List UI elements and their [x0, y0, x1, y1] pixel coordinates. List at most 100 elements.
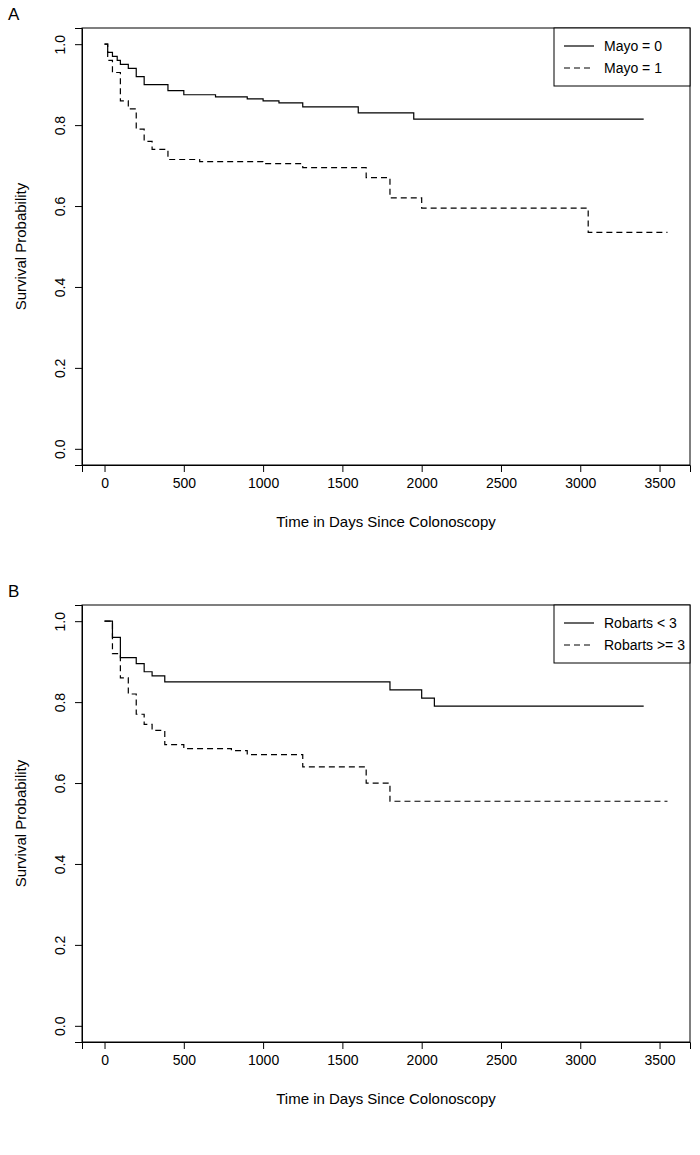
y-tick-label: 0.4 [52, 278, 68, 298]
x-tick-mark [501, 1042, 502, 1049]
x-axis-line [83, 466, 691, 473]
x-tick: 3500 [644, 465, 675, 491]
x-tick-label: 500 [173, 475, 197, 491]
y-tick-label: 1.0 [52, 612, 68, 632]
y-axis-line [75, 606, 83, 1043]
x-tick-mark [263, 465, 264, 472]
x-tick-label: 0 [101, 1052, 109, 1068]
x-tick-label: 3500 [644, 1052, 675, 1068]
x-tick-label: 2000 [407, 475, 438, 491]
y-tick-mark [75, 206, 82, 207]
y-tick: 0.2 [52, 935, 82, 955]
y-tick-mark [75, 702, 82, 703]
x-tick-label: 1500 [327, 475, 358, 491]
x-tick: 500 [173, 1042, 197, 1068]
x-tick-mark [580, 465, 581, 472]
x-tick-label: 2500 [486, 475, 517, 491]
y-tick-mark [75, 621, 82, 622]
x-tick-label: 2000 [407, 1052, 438, 1068]
legend-swatch [564, 67, 594, 68]
legend-swatch [564, 644, 594, 645]
y-tick-label: 0.0 [52, 439, 68, 459]
legend-label: Mayo = 1 [604, 60, 662, 76]
x-tick: 1500 [327, 1042, 358, 1068]
x-tick-mark [422, 1042, 423, 1049]
legend-swatch [564, 45, 594, 46]
y-tick-mark [75, 1026, 82, 1027]
y-tick-label: 0.6 [52, 774, 68, 794]
x-axis-title: Time in Days Since Colonoscopy [276, 1090, 496, 1107]
legend-label: Robarts >= 3 [604, 637, 685, 653]
x-tick: 0 [101, 1042, 109, 1068]
panel: B05001000150020002500300035000.00.20.40.… [8, 582, 691, 1107]
x-tick-mark [422, 465, 423, 472]
y-tick-label: 0.0 [52, 1016, 68, 1036]
x-tick-label: 3500 [644, 475, 675, 491]
x-tick: 1500 [327, 465, 358, 491]
x-tick-label: 0 [101, 475, 109, 491]
plot-frame [82, 605, 690, 1042]
y-axis-title: Survival Probability [12, 182, 29, 310]
legend-box [554, 28, 690, 86]
y-tick-label: 1.0 [52, 35, 68, 55]
x-tick: 2500 [486, 1042, 517, 1068]
y-tick-mark [75, 864, 82, 865]
x-tick-label: 1000 [248, 475, 279, 491]
y-tick-label: 0.8 [52, 116, 68, 136]
panel-label: A [8, 5, 20, 24]
x-tick-mark [105, 465, 106, 472]
x-tick-label: 500 [173, 1052, 197, 1068]
y-axis: 0.0 0.2 0.4 0.6 0.8 1.0 [52, 606, 83, 1043]
y-tick: 0.4 [52, 278, 82, 298]
legend-label: Mayo = 0 [604, 38, 662, 54]
y-tick: 0.6 [52, 774, 82, 794]
x-tick: 3500 [644, 1042, 675, 1068]
x-axis-line [83, 1043, 691, 1050]
x-tick: 2000 [407, 465, 438, 491]
x-tick: 3000 [565, 465, 596, 491]
x-tick-mark [184, 1042, 185, 1049]
y-tick-label: 0.2 [52, 358, 68, 378]
x-tick: 3000 [565, 1042, 596, 1068]
plot-frame [82, 28, 690, 465]
x-tick: 1000 [248, 465, 279, 491]
legend: Robarts < 3 Robarts >= 3 [554, 605, 690, 663]
x-axis: 0 500 1000 1500 2000 2500 3000 3500 [83, 465, 691, 491]
y-axis: 0.0 0.2 0.4 0.6 0.8 1.0 [52, 29, 83, 466]
legend-label: Robarts < 3 [604, 615, 677, 631]
y-tick-mark [75, 287, 82, 288]
x-tick-mark [580, 1042, 581, 1049]
legend-swatch [564, 622, 594, 623]
y-tick-mark [75, 44, 82, 45]
y-tick: 1.0 [52, 612, 82, 632]
y-tick-label: 0.6 [52, 197, 68, 217]
x-tick-label: 2500 [486, 1052, 517, 1068]
legend-box [554, 605, 690, 663]
x-tick-label: 1500 [327, 1052, 358, 1068]
x-tick: 2000 [407, 1042, 438, 1068]
x-tick-mark [184, 465, 185, 472]
x-tick-mark [342, 465, 343, 472]
y-tick: 1.0 [52, 35, 82, 55]
figure: A05001000150020002500300035000.00.20.40.… [0, 0, 700, 1155]
y-tick-mark [75, 945, 82, 946]
x-tick-mark [105, 1042, 106, 1049]
y-tick-label: 0.8 [52, 693, 68, 713]
y-tick-label: 0.4 [52, 855, 68, 875]
x-tick: 2500 [486, 465, 517, 491]
x-tick: 500 [173, 465, 197, 491]
x-tick-mark [660, 465, 661, 472]
y-tick: 0.8 [52, 693, 82, 713]
x-tick-mark [342, 1042, 343, 1049]
y-axis-line [75, 29, 83, 466]
y-tick-mark [75, 449, 82, 450]
y-tick-label: 0.2 [52, 935, 68, 955]
y-tick: 0.0 [52, 1016, 82, 1036]
panel-label: B [8, 582, 19, 601]
legend: Mayo = 0 Mayo = 1 [554, 28, 690, 86]
y-tick: 0.2 [52, 358, 82, 378]
y-tick: 0.6 [52, 197, 82, 217]
y-tick: 0.4 [52, 855, 82, 875]
y-tick: 0.0 [52, 439, 82, 459]
x-tick-mark [263, 1042, 264, 1049]
